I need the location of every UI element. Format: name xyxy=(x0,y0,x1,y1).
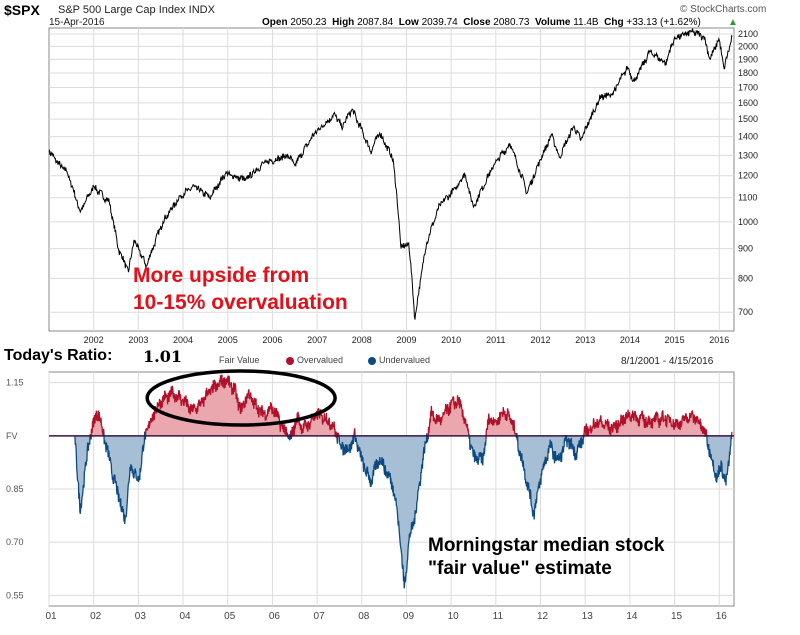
ratio-y-tick-label: 0.55 xyxy=(6,590,24,600)
ratio-x-tick-label: 05 xyxy=(224,611,236,622)
ratio-y-tick-label: 0.70 xyxy=(6,537,24,547)
undervalued-line xyxy=(74,431,733,589)
price-y-tick-label: 1500 xyxy=(738,114,758,124)
ratio-x-tick-label: 01 xyxy=(45,611,57,622)
close-value: 2080.73 xyxy=(493,17,530,28)
low-value: 2039.74 xyxy=(421,17,458,28)
ratio-y-tick-label: FV xyxy=(6,431,18,441)
index-name: S&P 500 Large Cap Index INDX xyxy=(58,4,215,16)
high-value: 2087.84 xyxy=(357,17,394,28)
undervalued-legend-label: Undervalued xyxy=(379,355,431,365)
price-y-tick-label: 1900 xyxy=(738,54,758,64)
ratio-x-tick-label: 14 xyxy=(626,611,638,622)
morningstar-annotation-line2: "fair value" estimate xyxy=(428,558,612,579)
ratio-date-range: 8/1/2001 - 4/15/2016 xyxy=(621,356,714,367)
ratio-x-tick-label: 08 xyxy=(358,611,370,622)
price-x-tick-label: 2003 xyxy=(128,335,148,345)
price-x-tick-label: 2016 xyxy=(709,335,729,345)
ratio-x-tick-label: 07 xyxy=(314,611,326,622)
high-label: High xyxy=(332,17,355,28)
ratio-value: 1.01 xyxy=(143,347,182,366)
upside-annotation-line1: More upside from xyxy=(133,264,310,287)
upside-annotation-line2: 10-15% overvaluation xyxy=(133,291,348,314)
legend-overvalued: Overvalued xyxy=(286,355,343,365)
volume-label: Volume xyxy=(535,17,571,28)
morningstar-annotation: Morningstar median stock "fair value" es… xyxy=(428,534,665,580)
ratio-x-tick-label: 04 xyxy=(179,611,191,622)
morningstar-annotation-line1: Morningstar median stock xyxy=(428,535,665,556)
symbol-label: $SPX xyxy=(4,2,40,18)
price-x-tick-label: 2007 xyxy=(307,335,327,345)
ratio-x-tick-label: 06 xyxy=(269,611,281,622)
price-plot-frame xyxy=(48,27,735,332)
chg-label: Chg xyxy=(604,17,624,28)
price-x-tick-label: 2010 xyxy=(441,335,461,345)
ratio-x-tick-label: 02 xyxy=(90,611,102,622)
legend-fair-value: Fair Value xyxy=(219,355,259,365)
price-x-tick-label: 2005 xyxy=(218,335,238,345)
ratio-y-tick-label: 1.15 xyxy=(6,378,24,388)
price-x-tick-label: 2006 xyxy=(262,335,282,345)
quote-date: 15-Apr-2016 xyxy=(49,17,105,28)
price-y-tick-label: 700 xyxy=(738,307,753,317)
ratio-x-tick-label: 12 xyxy=(537,611,549,622)
volume-value: 11.4B xyxy=(573,17,599,28)
price-y-tick-label: 2100 xyxy=(738,29,758,39)
upside-annotation: More upside from 10-15% overvaluation xyxy=(133,262,348,316)
chg-value: +33.13 (+1.62%) xyxy=(626,17,701,28)
undervalued-area xyxy=(75,435,732,589)
ratio-x-tick-label: 09 xyxy=(403,611,415,622)
price-y-tick-label: 900 xyxy=(738,244,753,254)
ratio-y-tick-label: 0.85 xyxy=(6,484,24,494)
price-y-tick-label: 1200 xyxy=(738,171,758,181)
overvalued-area xyxy=(74,374,733,436)
price-y-tick-label: 1600 xyxy=(738,98,758,108)
price-x-tick-label: 2004 xyxy=(173,335,193,345)
ratio-x-tick-label: 03 xyxy=(135,611,147,622)
low-label: Low xyxy=(398,17,419,28)
close-label: Close xyxy=(463,17,491,28)
ratio-x-tick-label: 13 xyxy=(582,611,594,622)
price-panel: 700 800 900 1000 1100 1200 1300 1400 1500 1600 170… xyxy=(48,27,758,345)
price-x-tick-label: 2015 xyxy=(665,335,685,345)
overvalued-dot-icon xyxy=(286,356,294,365)
ratio-x-tick-label: 10 xyxy=(448,611,460,622)
price-y-tick-label: 1000 xyxy=(738,217,758,227)
price-y-tick-label: 1300 xyxy=(738,150,758,160)
price-y-tick-label: 1700 xyxy=(738,82,758,92)
price-x-tick-label: 2009 xyxy=(396,335,416,345)
price-y-tick-label: 1100 xyxy=(738,193,757,203)
ratio-panel: 1.15 FV 0.85 0.70 0.55 01 02 03 04 05 06 07 08 09 10 11… xyxy=(6,371,735,622)
price-series-line xyxy=(48,28,733,320)
price-x-tick-label: 2008 xyxy=(352,335,372,345)
ratio-title: Today's Ratio: xyxy=(4,347,113,364)
open-label: Open xyxy=(262,17,288,28)
highlight-ellipse xyxy=(145,369,337,427)
overvalued-legend-label: Overvalued xyxy=(297,355,344,365)
price-x-tick-label: 2014 xyxy=(620,335,640,345)
price-y-tick-label: 800 xyxy=(738,273,753,283)
open-value: 2050.23 xyxy=(290,17,327,28)
price-y-tick-label: 1400 xyxy=(738,132,758,142)
price-x-tick-label: 2012 xyxy=(531,335,551,345)
ohlc-readout: Open 2050.23 High 2087.84 Low 2039.74 Cl… xyxy=(262,17,701,28)
price-x-tick-label: 2011 xyxy=(486,335,505,345)
ratio-x-tick-label: 11 xyxy=(493,611,504,622)
price-x-tick-label: 2002 xyxy=(84,335,104,345)
price-x-tick-label: 2013 xyxy=(575,335,595,345)
undervalued-dot-icon xyxy=(368,356,376,365)
price-y-tick-label: 1800 xyxy=(738,68,758,78)
price-y-tick-label: 2000 xyxy=(738,41,758,51)
brand-logo: © StockCharts.com xyxy=(680,4,767,15)
ratio-x-tick-label: 15 xyxy=(671,611,683,622)
ratio-x-tick-label: 16 xyxy=(716,611,728,622)
up-arrow-icon: ▲ xyxy=(728,17,738,28)
legend-undervalued: Undervalued xyxy=(368,355,430,365)
fair-value-legend-label: Fair Value xyxy=(219,355,260,365)
